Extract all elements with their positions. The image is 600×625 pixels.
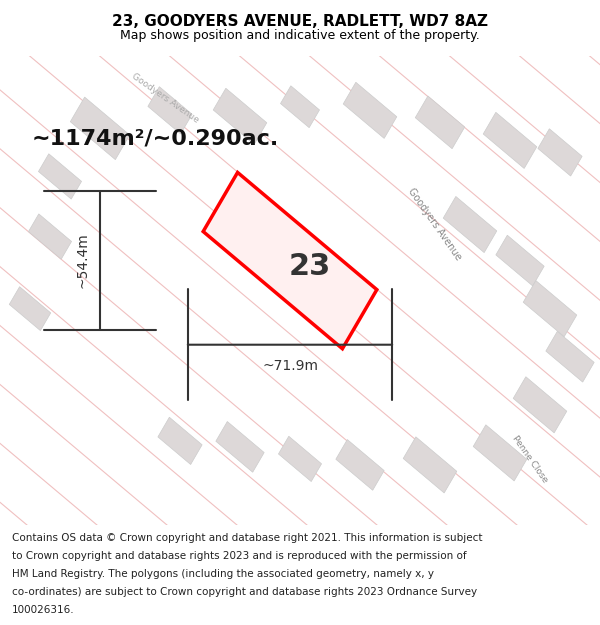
Polygon shape <box>483 112 537 169</box>
Polygon shape <box>443 196 497 252</box>
Polygon shape <box>203 173 377 349</box>
Polygon shape <box>278 436 322 481</box>
Polygon shape <box>158 418 202 464</box>
Polygon shape <box>538 129 582 176</box>
Text: Penne Close: Penne Close <box>511 434 550 484</box>
Polygon shape <box>336 439 384 490</box>
Text: ~71.9m: ~71.9m <box>262 359 318 373</box>
Polygon shape <box>343 82 397 138</box>
Polygon shape <box>213 88 267 144</box>
Text: Map shows position and indicative extent of the property.: Map shows position and indicative extent… <box>120 29 480 42</box>
Text: co-ordinates) are subject to Crown copyright and database rights 2023 Ordnance S: co-ordinates) are subject to Crown copyr… <box>12 587 477 597</box>
Polygon shape <box>473 425 527 481</box>
Text: Goodyers Avenue: Goodyers Avenue <box>406 187 464 262</box>
Text: ~1174m²/~0.290ac.: ~1174m²/~0.290ac. <box>31 128 278 148</box>
Polygon shape <box>70 97 130 159</box>
Polygon shape <box>216 421 264 472</box>
Polygon shape <box>513 377 567 433</box>
Text: Goodyers Avenue: Goodyers Avenue <box>130 72 200 125</box>
Polygon shape <box>148 87 192 134</box>
Polygon shape <box>9 287 51 331</box>
Polygon shape <box>28 214 71 259</box>
Text: Contains OS data © Crown copyright and database right 2021. This information is : Contains OS data © Crown copyright and d… <box>12 533 482 543</box>
Text: to Crown copyright and database rights 2023 and is reproduced with the permissio: to Crown copyright and database rights 2… <box>12 551 467 561</box>
Polygon shape <box>546 331 594 382</box>
Polygon shape <box>496 235 544 286</box>
Polygon shape <box>415 96 465 149</box>
Polygon shape <box>281 86 319 127</box>
Text: 23, GOODYERS AVENUE, RADLETT, WD7 8AZ: 23, GOODYERS AVENUE, RADLETT, WD7 8AZ <box>112 14 488 29</box>
Polygon shape <box>523 281 577 337</box>
Text: ~54.4m: ~54.4m <box>75 232 89 289</box>
Polygon shape <box>403 437 457 493</box>
Text: HM Land Registry. The polygons (including the associated geometry, namely x, y: HM Land Registry. The polygons (includin… <box>12 569 434 579</box>
Text: 100026316.: 100026316. <box>12 605 74 615</box>
Text: 23: 23 <box>289 252 331 281</box>
Polygon shape <box>38 154 82 199</box>
